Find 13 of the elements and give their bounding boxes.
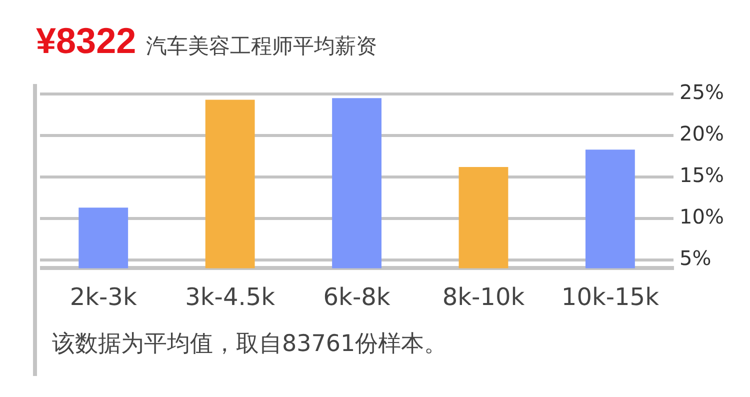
x-tick-label: 3k-4.5k bbox=[185, 282, 276, 311]
y-tick-label: 5% bbox=[680, 246, 712, 270]
chart-title: ¥8322 bbox=[36, 20, 136, 61]
x-tick-label: 6k-8k bbox=[323, 282, 390, 311]
x-tick-label: 2k-3k bbox=[70, 282, 137, 311]
y-tick-label: 10% bbox=[680, 204, 724, 229]
x-tick-label: 8k-10k bbox=[442, 282, 525, 311]
x-tick-label: 10k-15k bbox=[561, 282, 660, 311]
text: 该数据为平均值，取自83761份样本。 bbox=[52, 330, 448, 359]
y-tick-label: 25% bbox=[680, 80, 724, 104]
y-tick-label: 15% bbox=[680, 163, 724, 188]
chart-subtitle: 汽车美容工程师平均薪资 bbox=[146, 34, 378, 58]
y-tick-label: 20% bbox=[680, 122, 724, 146]
